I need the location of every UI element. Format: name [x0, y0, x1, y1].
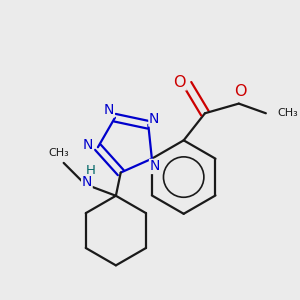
Text: N: N	[150, 159, 160, 173]
Text: N: N	[82, 175, 92, 189]
Text: N: N	[83, 138, 93, 152]
Text: O: O	[174, 75, 186, 90]
Text: N: N	[104, 103, 114, 117]
Text: O: O	[235, 85, 247, 100]
Text: H: H	[86, 164, 96, 177]
Text: CH₃: CH₃	[49, 148, 69, 158]
Text: N: N	[149, 112, 159, 126]
Text: CH₃: CH₃	[278, 108, 298, 118]
